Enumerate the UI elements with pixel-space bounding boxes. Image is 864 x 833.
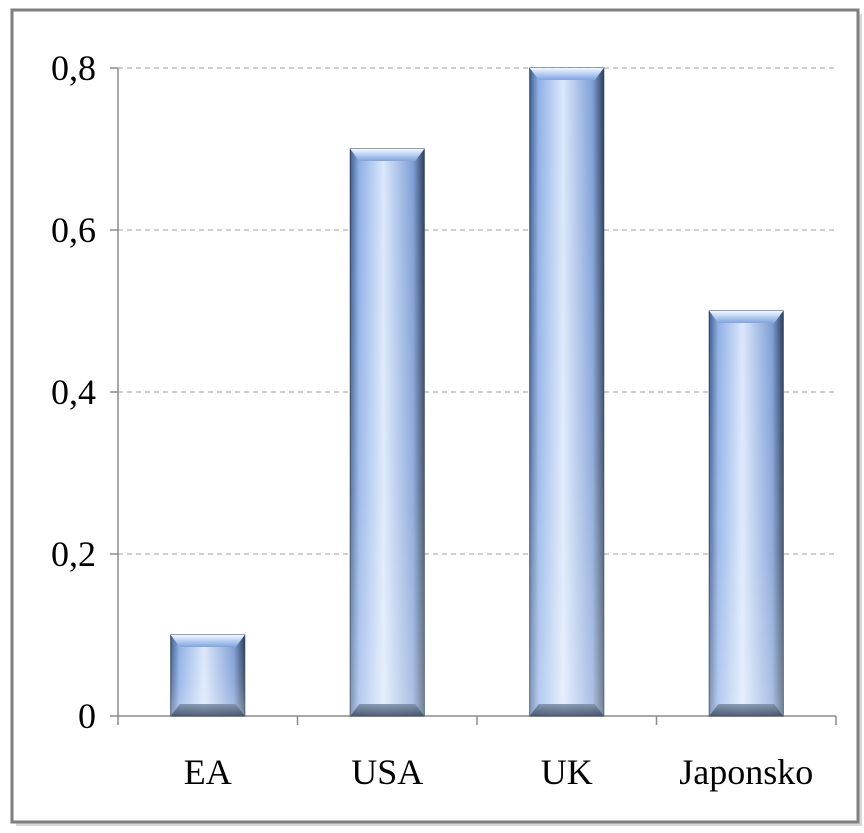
bar-shade	[529, 68, 604, 716]
y-tick-label: 0,4	[51, 372, 96, 412]
bar-shade	[170, 635, 245, 716]
y-tick-label: 0	[78, 696, 96, 736]
bar-bevel-top	[170, 635, 245, 647]
bar-bevel-bottom	[170, 704, 245, 716]
y-tick-labels: 0 0,2 0,4 0,6 0,8	[51, 48, 96, 736]
y-tick-label: 0,6	[51, 210, 96, 250]
bar-japonsko	[708, 310, 784, 717]
bar-bevel-bottom	[709, 704, 784, 716]
bar-bevel-top	[350, 149, 425, 161]
bar-bevel-bottom	[529, 704, 604, 716]
bars	[170, 67, 784, 717]
x-tick-label: EA	[184, 752, 232, 792]
x-tick-label: Japonsko	[679, 752, 813, 792]
bar-bevel-top	[529, 68, 604, 80]
y-tick-label: 0,2	[51, 534, 96, 574]
bar-usa	[349, 148, 425, 717]
x-tick-label: UK	[541, 752, 593, 792]
bar-bevel-top	[709, 311, 784, 323]
y-tick-label: 0,8	[51, 48, 96, 88]
bar-bevel-bottom	[350, 704, 425, 716]
x-tick-labels: EA USA UK Japonsko	[184, 752, 814, 792]
bar-ea	[170, 634, 246, 717]
x-tick-label: USA	[351, 752, 423, 792]
bar-shade	[350, 149, 425, 716]
bar-shade	[709, 311, 784, 716]
bar-uk	[529, 67, 605, 717]
